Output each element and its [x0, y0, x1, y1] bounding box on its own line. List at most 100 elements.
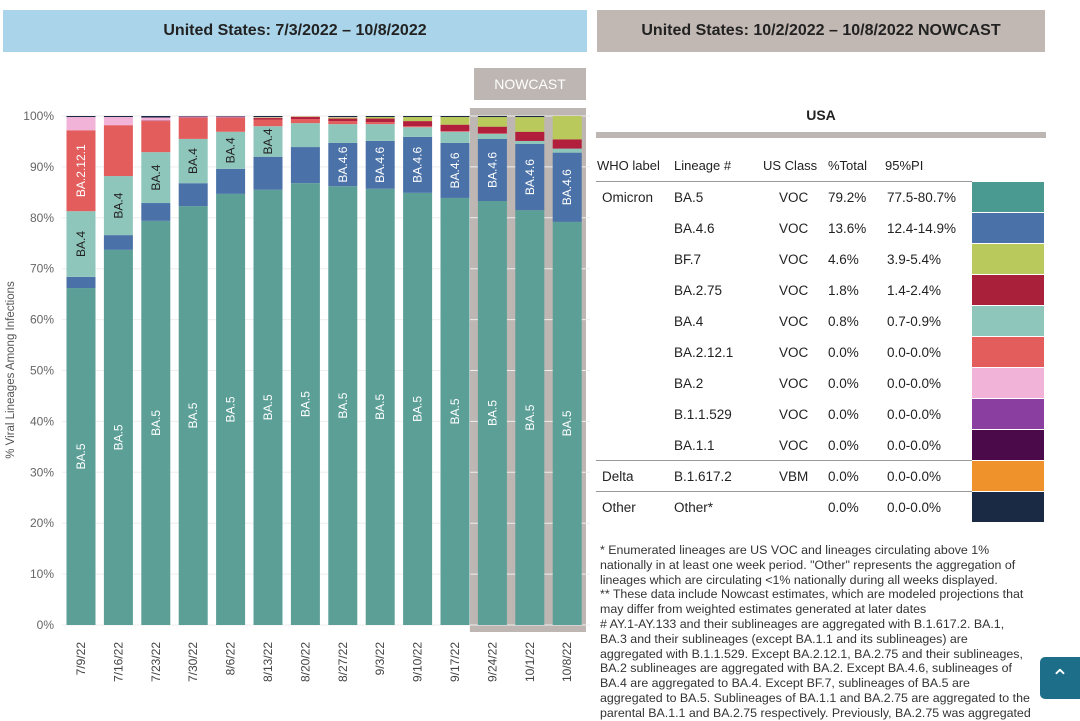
footnotes: * Enumerated lineages are US VOC and lin… [600, 543, 1032, 721]
cell-lineage: BA.2 [674, 376, 704, 391]
x-tick-label: 10/8/22 [560, 642, 574, 682]
bar-segment-BA-4 [103, 176, 133, 236]
bar-segment-BA-5 [290, 183, 320, 626]
bar-segment-BA-5 [216, 193, 246, 625]
cell-cls: VOC [779, 283, 809, 298]
bar-segment-BA-2-75 [440, 124, 470, 132]
bar-segment-BF-7 [328, 117, 358, 119]
table-row: BA.2.12.1 VOC 0.0% 0.0-0.0% [596, 337, 1044, 368]
bar-segment-BF-7 [440, 117, 470, 125]
bar-segment-BA-5 [328, 186, 358, 625]
cell-pi: 0.7-0.9% [887, 314, 942, 329]
data-label: BA.4.6 [411, 147, 425, 183]
bar-segment-BA-2-12-1 [253, 119, 283, 127]
cell-cls: VOC [779, 376, 809, 391]
bar-segment-BA-4-6 [365, 140, 395, 189]
bar-segment-BA-4-6 [328, 142, 358, 187]
bar-segment-BA-4 [178, 138, 208, 184]
bar-segment-BA-4-6 [290, 147, 320, 184]
bar-segment-Other [403, 116, 433, 118]
bar-segment-BA-2-75 [290, 117, 320, 120]
color-swatch [972, 492, 1044, 522]
cell-lineage: BA.5 [674, 190, 704, 205]
bar-segment-Other [178, 116, 208, 117]
y-tick-label: 60% [30, 313, 54, 327]
cell-cls: VOC [779, 314, 809, 329]
table-row: Omicron BA.5 VOC 79.2% 77.5-80.7% [596, 182, 1044, 213]
table-row: Delta B.1.617.2 VBM 0.0% 0.0-0.0% [596, 461, 1044, 492]
x-tick-label: 8/20/22 [298, 642, 312, 682]
bar-segment-Other [103, 116, 133, 118]
bar-segment-BA-4 [66, 211, 96, 277]
table-header: %Total [828, 158, 868, 173]
bar-segment-BA-5 [552, 221, 582, 625]
bar-segment-BA-2-12-1 [216, 118, 246, 132]
bar-segment-Other [216, 116, 246, 117]
data-label: BA.5 [111, 424, 125, 450]
x-tick-label: 7/30/22 [186, 642, 200, 682]
data-label: BA.4.6 [560, 169, 574, 205]
y-tick-label: 0% [37, 618, 55, 632]
cell-cls: VOC [779, 221, 809, 236]
bar-segment-Other [440, 116, 470, 118]
bar-segment-BA-4-6 [216, 168, 246, 194]
right-table-header: United States: 10/2/2022 – 10/8/2022 NOW… [597, 10, 1045, 52]
bar-segment-BA-4-6 [103, 235, 133, 250]
chevron-up-icon: ⌃ [1050, 665, 1070, 690]
data-label: BA.4 [74, 231, 88, 257]
cell-lineage: BA.2.75 [674, 283, 723, 298]
bar-segment-BA-2-75 [216, 117, 246, 119]
x-tick-label: 7/9/22 [74, 642, 88, 676]
table-header: US Class [763, 158, 818, 173]
data-label: BA.4.6 [523, 159, 537, 195]
bar-segment-BA-2-12-1 [440, 131, 470, 132]
table-header: Lineage # [674, 158, 732, 173]
bar-segment-BA-2-12-1 [477, 133, 507, 134]
bar-segment-BA-2 [216, 116, 246, 118]
cell-pi: 0.0-0.0% [887, 500, 942, 515]
cell-cls: VOC [779, 438, 809, 453]
cell-cls: VOC [779, 407, 809, 422]
bar-segment-BA-2-12-1 [328, 121, 358, 125]
cell-lineage: BA.1.1 [674, 438, 715, 453]
cell-total: 0.0% [828, 345, 859, 360]
bar-segment-BA-4 [253, 126, 283, 157]
x-tick-label: 10/1/22 [523, 642, 537, 682]
bar-segment-BF-7 [403, 117, 433, 122]
y-tick-label: 20% [30, 516, 54, 530]
cell-lineage: BA.4.6 [674, 221, 715, 236]
cell-lineage: Other* [674, 500, 714, 515]
data-label: BA.4.6 [336, 146, 350, 182]
bar-segment-Other [141, 116, 171, 118]
table-row: B.1.1.529 VOC 0.0% 0.0-0.0% [596, 399, 1044, 430]
table-title-divider [596, 132, 1046, 138]
x-tick-label: 9/10/22 [411, 642, 425, 682]
bar-segment-BA-2-12-1 [66, 130, 96, 212]
bar-segment-Other [328, 116, 358, 118]
bar-segment-BA-2 [290, 116, 320, 117]
data-label: BA.4 [261, 128, 275, 154]
bar-segment-BA-5 [253, 189, 283, 625]
cell-total: 0.8% [828, 314, 859, 329]
bar-segment-BF-7 [290, 116, 320, 118]
bar-segment-BA-5 [515, 210, 545, 626]
table-row: BA.1.1 VOC 0.0% 0.0-0.0% [596, 430, 1044, 461]
cell-cls: VOC [779, 190, 809, 205]
data-label: BA.5 [523, 404, 537, 430]
table-title: USA [806, 107, 836, 123]
data-label: BA.5 [224, 396, 238, 422]
bar-segment-BA-4 [477, 133, 507, 139]
cell-cls: VBM [779, 469, 809, 484]
bar-segment-BA-4 [365, 124, 395, 141]
cell-total: 0.0% [828, 469, 859, 484]
footnote: * Enumerated lineages are US VOC and lin… [600, 543, 1016, 587]
data-label: BA.5 [298, 391, 312, 417]
table-row: BA.2.75 VOC 1.8% 1.4-2.4% [596, 275, 1044, 306]
bar-segment-BA-2-12-1 [103, 125, 133, 177]
table-row: BA.2 VOC 0.0% 0.0-0.0% [596, 368, 1044, 399]
divider [596, 181, 972, 182]
scroll-to-top-button[interactable]: ⌃ [1040, 657, 1080, 699]
bar-segment-BA-2-12-1 [141, 121, 171, 153]
bar-segment-BA-5 [141, 220, 171, 625]
table-header: 95%PI [885, 158, 924, 173]
